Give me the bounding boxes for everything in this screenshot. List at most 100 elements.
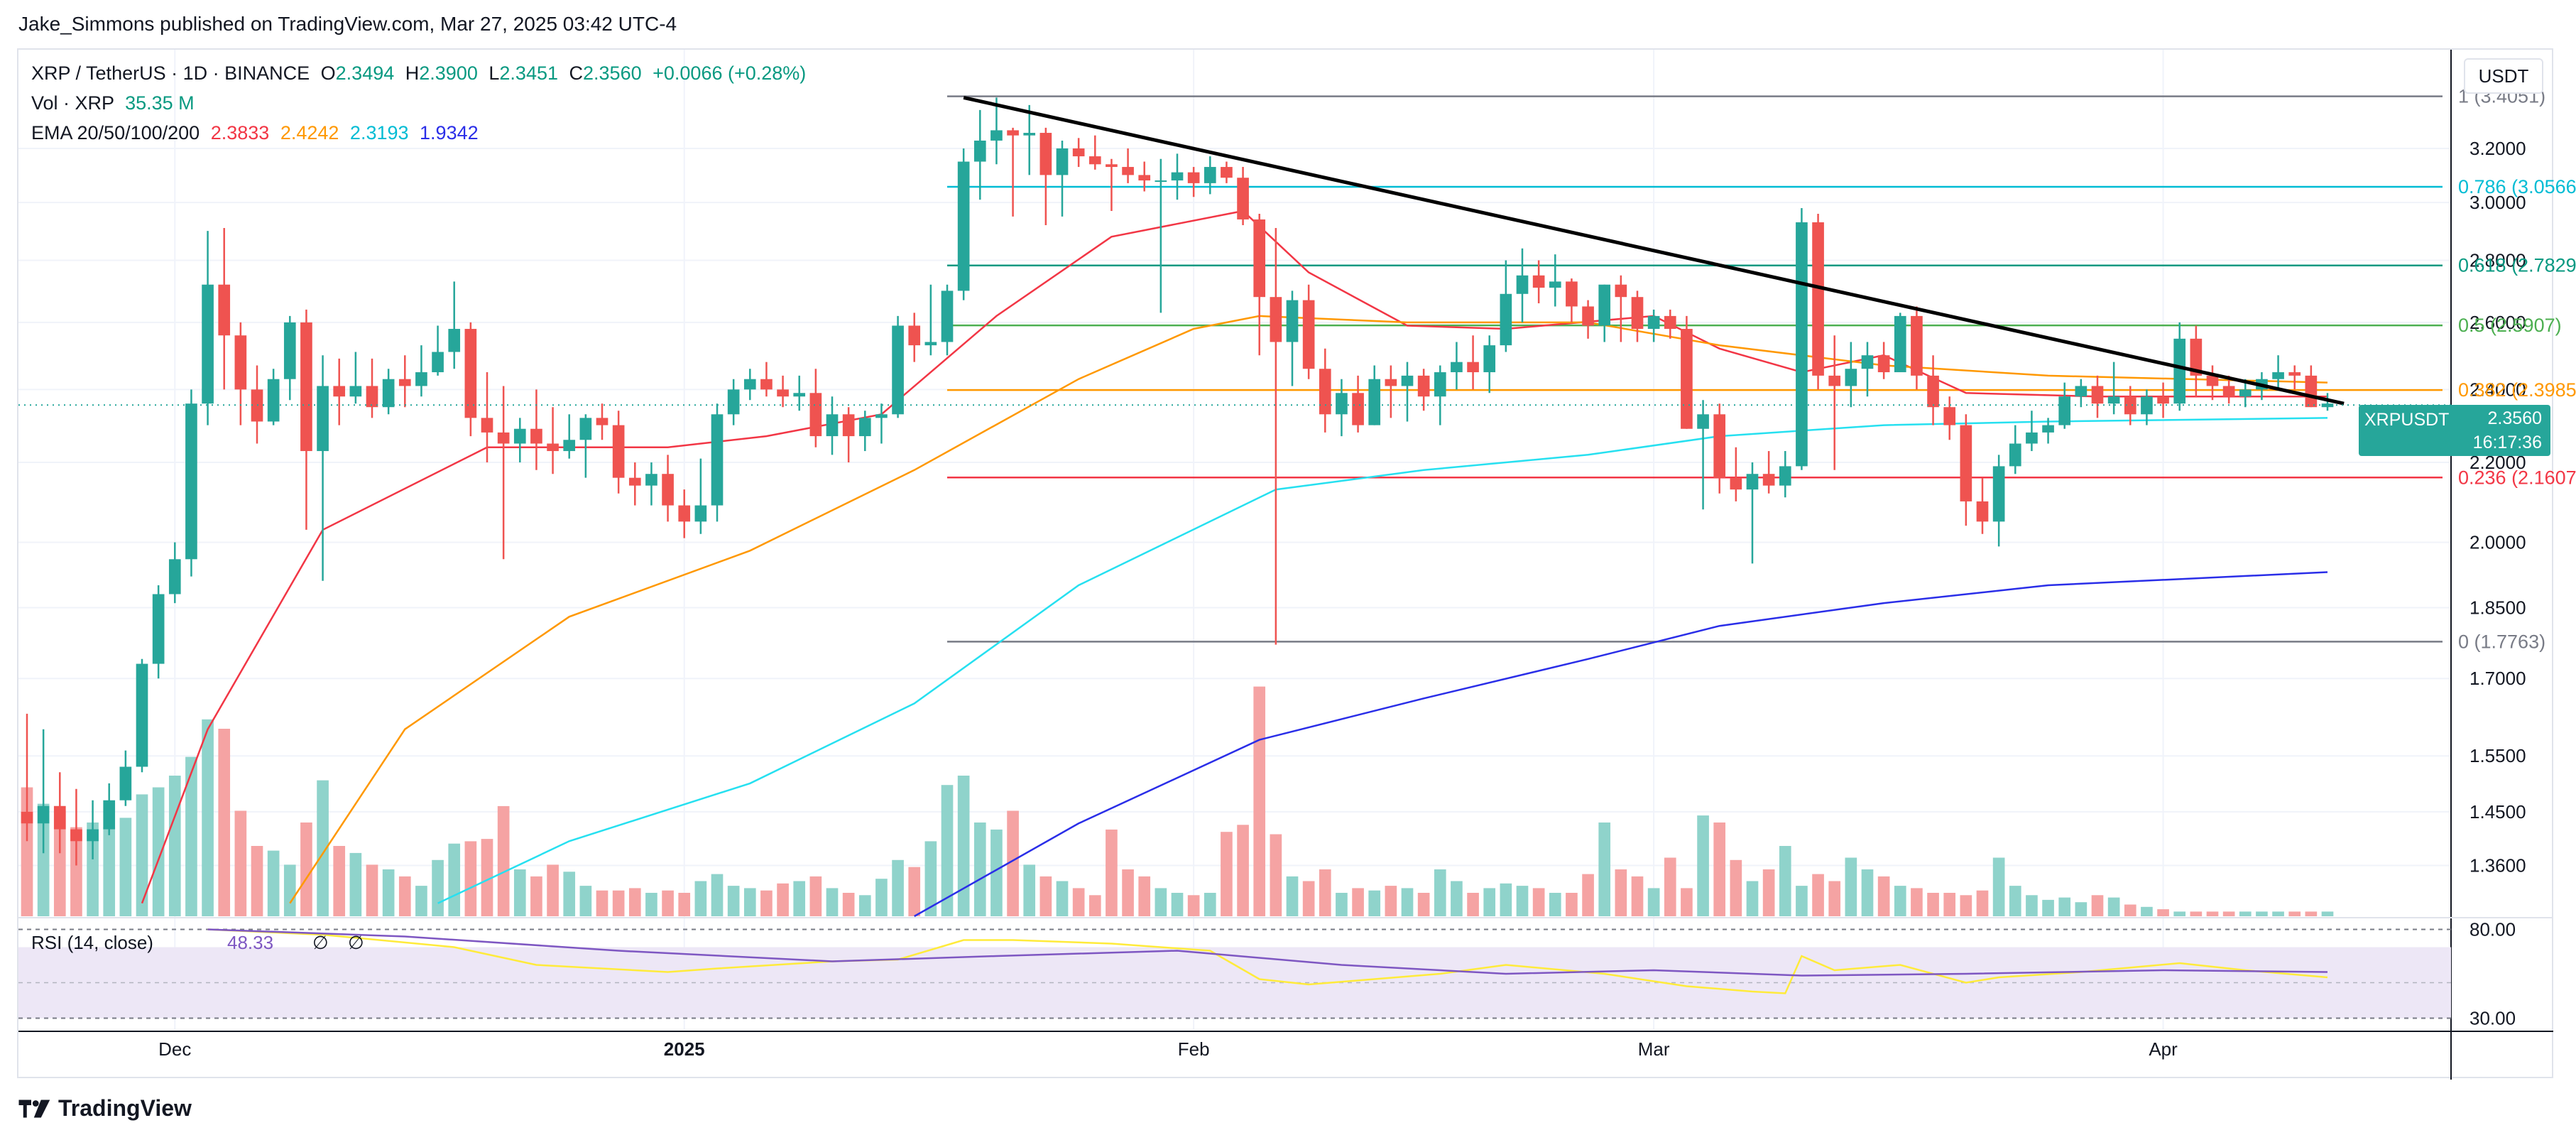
legend-low-label: L [489, 63, 500, 84]
volume-bar [924, 841, 937, 916]
candle-body [349, 386, 362, 397]
candle-body [2141, 396, 2153, 415]
candle-body [1894, 315, 1906, 373]
volume-bar [596, 890, 608, 916]
candle-body [1647, 315, 1660, 330]
y-tick-label: 3.2000 [2469, 138, 2526, 159]
volume-bar [2091, 895, 2104, 916]
legend-symbol-row: XRP / TetherUS · 1D · BINANCE O2.3494 H2… [31, 63, 806, 85]
volume-bar [1106, 829, 1118, 916]
volume-bar [990, 829, 1003, 916]
volume-bar [1467, 893, 1479, 916]
price-tag-symbol: XRPUSDT [2364, 410, 2450, 430]
candle-body [2288, 372, 2301, 376]
volume-bar [1762, 869, 1775, 916]
legend-open: 2.3494 [335, 63, 395, 84]
currency-selector[interactable]: USDT [2464, 58, 2543, 94]
candle-body [1039, 133, 1052, 175]
volume-bar [694, 881, 707, 916]
publisher-header: Jake_Simmons published on TradingView.co… [18, 13, 677, 35]
candle-body [1221, 167, 1233, 178]
volume-bar [1368, 890, 1381, 916]
volume-bar [1713, 823, 1726, 916]
volume-bar [826, 888, 839, 916]
volume-bar [349, 852, 362, 916]
candle-body [136, 663, 148, 767]
candle-body [1417, 375, 1430, 397]
volume-bar [1861, 869, 1874, 916]
candle-body [826, 414, 839, 437]
candle-body [1007, 130, 1019, 136]
candle-body [267, 379, 280, 422]
candle-body [119, 766, 132, 800]
y-tick-label: 3.0000 [2469, 192, 2526, 213]
candle-body [1681, 329, 1693, 429]
candle-body [777, 389, 789, 397]
volume-bar [2009, 886, 2021, 916]
volume-bar [1927, 893, 1939, 916]
candle-body [1713, 414, 1726, 478]
legend-ema-label[interactable]: EMA 20/50/100/200 [31, 122, 200, 143]
descending-trendline [963, 95, 2345, 406]
volume-bar [1894, 886, 1906, 916]
rsi-level-label: 30.00 [2469, 1008, 2516, 1029]
candle-body [1532, 275, 1545, 288]
volume-bar [1615, 869, 1627, 916]
volume-bar [1877, 876, 1890, 916]
volume-bar [497, 805, 510, 916]
candle-body [1845, 369, 1857, 386]
volume-bar [1812, 874, 1824, 916]
candle-body [1319, 369, 1331, 415]
volume-bar [1746, 881, 1759, 916]
volume-bar [842, 893, 855, 916]
volume-bar [2288, 911, 2301, 916]
volume-bar [1138, 876, 1151, 916]
volume-bar [152, 787, 165, 916]
legend-volume-label[interactable]: Vol · XRP [31, 92, 114, 114]
volume-bar [1187, 895, 1200, 916]
legend-ema200-value: 1.9342 [420, 122, 479, 143]
candle-body [760, 379, 773, 390]
volume-bar [1697, 815, 1709, 916]
candle-body [645, 474, 657, 486]
candle-body [563, 440, 576, 452]
fib-level-label: 0.382 (2.3985) [2458, 379, 2576, 401]
volume-bar [1319, 869, 1331, 916]
volume-bar [1779, 846, 1791, 916]
volume-bar [858, 895, 871, 916]
volume-bar [645, 893, 657, 916]
volume-bar [1532, 888, 1545, 916]
candle-body [530, 428, 542, 444]
tradingview-brand[interactable]: TradingView [18, 1095, 192, 1122]
candle-body [152, 594, 165, 664]
volume-bar [612, 890, 625, 916]
legend-ema-row: EMA 20/50/100/200 2.3833 2.4242 2.3193 1… [31, 122, 479, 144]
candle-body [2009, 443, 2021, 467]
candle-body [2157, 396, 2169, 404]
volume-bar [1023, 864, 1036, 916]
volume-bar [2075, 902, 2087, 916]
fib-level-label: 0 (1.7763) [2458, 631, 2545, 652]
candle-body [1352, 393, 1364, 425]
x-tick-label: Feb [1178, 1038, 1210, 1060]
volume-bar [1598, 823, 1611, 916]
volume-bar [1221, 832, 1233, 916]
legend-symbol[interactable]: XRP / TetherUS · 1D · BINANCE [31, 63, 310, 84]
legend-close-label: C [569, 63, 584, 84]
volume-bar [1516, 886, 1529, 916]
volume-bar [1336, 893, 1348, 916]
chart-frame[interactable] [17, 48, 2553, 1078]
candle-body [727, 389, 740, 415]
ema-line [289, 315, 2328, 904]
candle-body [1812, 222, 1824, 376]
legend-high-label: H [405, 63, 420, 84]
candle-body [2124, 396, 2136, 415]
candle-body [1861, 355, 1874, 369]
volume-bar [2124, 904, 2136, 916]
volume-bar [777, 883, 789, 916]
candle-body [628, 477, 641, 486]
candle-body [743, 379, 756, 390]
volume-bar [267, 850, 280, 916]
volume-bar [2206, 911, 2219, 916]
